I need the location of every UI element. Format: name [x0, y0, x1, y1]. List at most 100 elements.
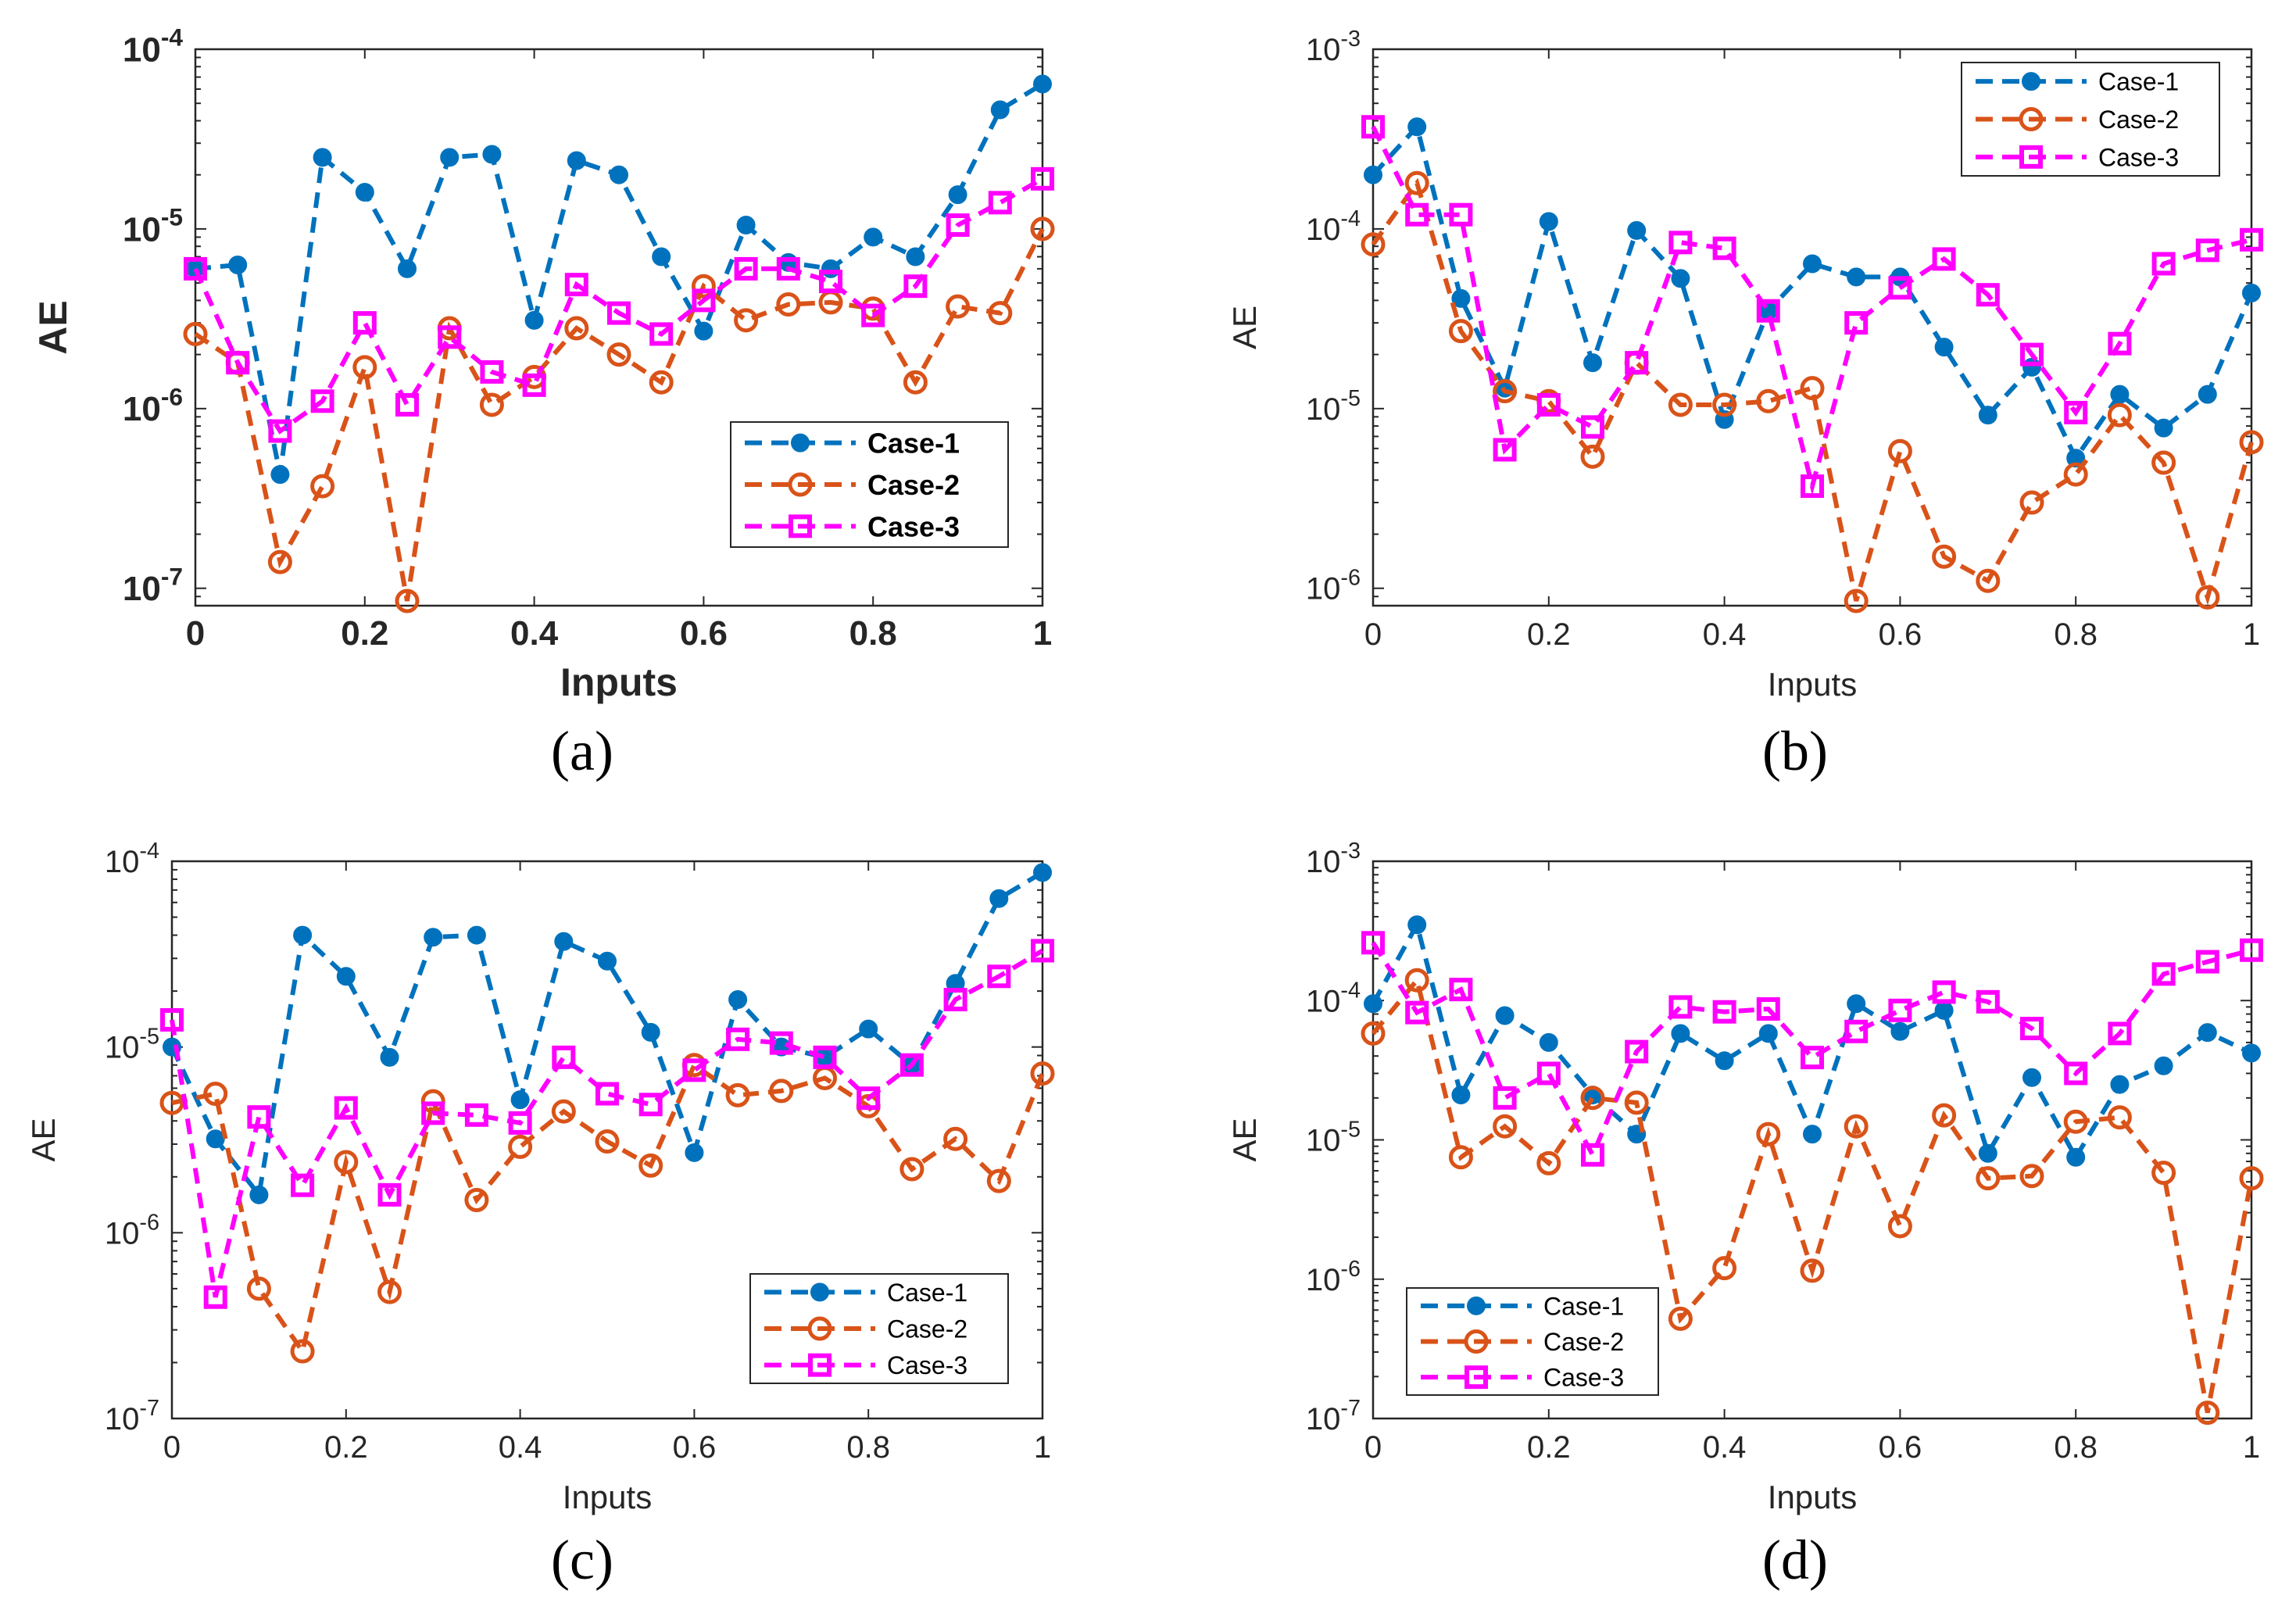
data-point [226, 351, 250, 375]
data-point [2151, 450, 2176, 475]
data-point [1934, 338, 1954, 357]
legend-marker [1465, 1365, 1488, 1390]
data-point [2063, 462, 2088, 487]
data-point [567, 151, 586, 170]
legend-box [1961, 62, 2220, 177]
series-line [170, 948, 1044, 1298]
data-point [2064, 1061, 2088, 1086]
y-tick-label: 10-5 [123, 203, 183, 249]
legend: Case-1 Case-2 Case-3 [1961, 62, 2220, 177]
data-point [1801, 1046, 1824, 1070]
data-point [2151, 962, 2176, 986]
data-point [2108, 1021, 2132, 1046]
data-point [988, 301, 1013, 326]
data-point [377, 1182, 402, 1207]
data-point [1495, 1006, 1515, 1025]
data-point [1803, 1125, 1822, 1144]
x-tick-label: 0.2 [1527, 1430, 1571, 1465]
data-point [1800, 1258, 1825, 1283]
data-point [776, 292, 801, 317]
legend-marker [1467, 1296, 1486, 1315]
data-point [1033, 863, 1052, 882]
data-point [986, 1168, 1011, 1193]
x-axis-label: Inputs [1768, 1479, 1857, 1515]
data-point [864, 227, 883, 247]
data-point [2242, 1043, 2261, 1063]
x-axis-label: Inputs [1768, 666, 1857, 703]
data-point [2022, 1068, 2041, 1087]
data-point [1890, 1021, 1910, 1041]
data-point [1404, 968, 1429, 993]
data-point [2198, 1023, 2217, 1043]
data-point [1405, 1000, 1429, 1025]
data-point [1536, 1061, 1561, 1086]
data-point [268, 419, 292, 443]
y-tick-label: 10-5 [105, 1025, 159, 1065]
data-point [336, 967, 356, 986]
legend-marker [807, 1316, 832, 1341]
data-point [1030, 216, 1055, 241]
series-case-1 [1364, 915, 2261, 1167]
data-point [685, 1143, 704, 1162]
data-point [2020, 1017, 2044, 1041]
x-tick-label: 0.4 [1703, 1430, 1747, 1465]
y-tick-label: 10-6 [1306, 1257, 1361, 1297]
data-point [1844, 588, 1869, 614]
data-point [160, 1007, 184, 1032]
x-tick-label: 0 [186, 614, 205, 653]
series-case-2 [1361, 968, 2264, 1426]
data-point [184, 256, 207, 281]
data-point [1361, 115, 1385, 139]
data-point [861, 303, 885, 327]
data-point [313, 148, 332, 167]
data-point [2239, 1166, 2264, 1191]
data-point [694, 321, 713, 341]
data-point [1671, 269, 1690, 288]
data-point [682, 1058, 706, 1082]
legend-marker [2019, 107, 2044, 131]
data-point [1407, 915, 1427, 935]
data-point [1451, 1086, 1471, 1105]
data-point [728, 989, 748, 1009]
data-point [943, 987, 967, 1011]
data-point [2240, 227, 2263, 252]
data-point [1361, 1021, 1386, 1046]
series-line [171, 1061, 1045, 1358]
y-tick-label: 10-3 [1306, 839, 1361, 879]
data-point [1712, 1000, 1736, 1024]
y-tick-label: 10-4 [123, 23, 184, 70]
data-point [988, 191, 1012, 215]
data-point [1625, 1039, 1649, 1064]
data-point [1361, 931, 1385, 955]
data-point [247, 1105, 271, 1129]
data-point [1668, 1306, 1693, 1331]
data-point [524, 310, 544, 330]
legend-label: Case-3 [867, 510, 960, 542]
data-point [1624, 1090, 1649, 1115]
subplot-a: 0 0.2 0.4 0.6 0.8 1 10-7 10-6 10-5 10-4 Inputs AE Ca… [31, 23, 1055, 782]
data-point [1932, 1103, 1957, 1128]
data-point [776, 256, 800, 281]
data-point [734, 256, 758, 281]
data-point [293, 925, 313, 945]
data-point [610, 165, 628, 184]
data-point [564, 316, 589, 341]
data-point [1888, 276, 1912, 300]
legend-label: Case-2 [2098, 106, 2179, 134]
data-point [398, 259, 417, 278]
data-point [355, 182, 374, 202]
data-point [2151, 1161, 2176, 1186]
data-point [641, 1022, 660, 1042]
data-point [1887, 1214, 1912, 1239]
data-point [2066, 449, 2086, 468]
subplot-caption: (d) [1762, 1529, 1828, 1591]
x-tick-label: 0.2 [341, 614, 388, 653]
data-point [310, 474, 335, 499]
data-point [736, 216, 756, 235]
data-point [290, 1339, 315, 1364]
data-point [1448, 319, 1473, 344]
y-tick-label: 10-6 [1306, 566, 1361, 606]
series-case-3 [1361, 115, 2263, 499]
data-point [270, 465, 290, 485]
data-point [1536, 392, 1561, 417]
